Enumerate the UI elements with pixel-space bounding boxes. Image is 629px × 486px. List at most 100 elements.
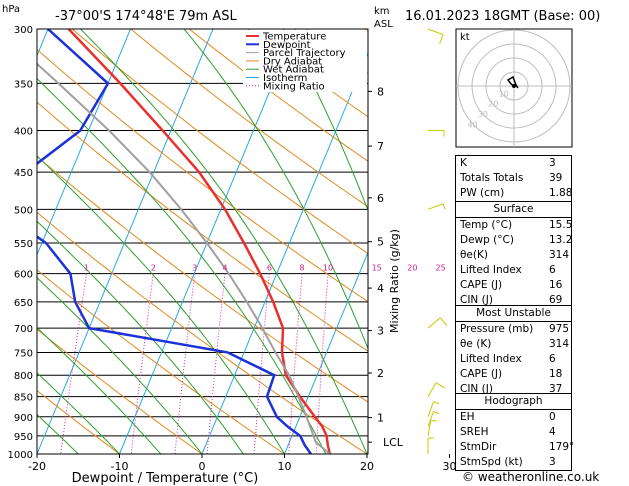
x-axis-label: Dewpoint / Temperature (°C) (72, 471, 259, 486)
wet-adiabat-line (37, 327, 162, 454)
datetime-title: 16.01.2023 18GMT (Base: 00) (405, 9, 600, 24)
mixing-ratio-label: 10 (323, 264, 333, 273)
wind-barb-staff (427, 420, 432, 436)
km-tick-label: LCL (383, 436, 404, 449)
wind-barb-flag (435, 382, 445, 389)
surface-cin-value: 69 (549, 294, 563, 306)
pressure-tick-label: 900 (14, 413, 33, 424)
surface-temp-value: 15.5 (549, 219, 573, 231)
wind-barb-staff (427, 28, 444, 35)
km-tick-label: 6 (377, 192, 384, 205)
surface-title: Surface (456, 202, 571, 218)
stmdir-label: StmDir (460, 441, 497, 453)
mixing-ratio-label: 15 (372, 264, 382, 273)
legend-background (243, 30, 367, 92)
hodograph-ring-label: 20 (488, 100, 498, 109)
wind-barb-flag (430, 419, 437, 422)
mixing-ratio-label: 6 (267, 264, 272, 273)
legend-entry: Isotherm (263, 73, 307, 84)
pw-label: PW (cm) (460, 187, 505, 199)
eh-label: EH (460, 411, 475, 423)
surface-cape-label: CAPE (J) (460, 279, 503, 291)
mu-pressure-label: Pressure (mb) (460, 323, 534, 335)
wind-barb (427, 203, 446, 210)
hpa-label: hPa (2, 4, 20, 15)
pressure-tick-label: 450 (14, 168, 33, 179)
surface-temp-label: Temp (°C) (460, 219, 513, 231)
asl-label: ASL (374, 19, 393, 30)
hodograph-table: Hodograph EH 0 SREH 4 StmDir 179° StmSpd (k… (455, 393, 575, 471)
mixing-ratio-line (174, 273, 196, 454)
stmdir-value: 179° (549, 441, 575, 453)
wet-adiabat-line (80, 29, 368, 454)
surface-thetae-label: θe(K) (460, 249, 488, 261)
wind-barb-staff (427, 203, 444, 210)
mixing-ratio-line (367, 442, 368, 454)
isotherm-line (284, 251, 368, 454)
most-unstable-title: Most Unstable (456, 306, 571, 322)
pressure-tick-label: 550 (14, 239, 33, 250)
mixing-ratio-label: 25 (436, 264, 446, 273)
surface-dewp-value: 13.2 (549, 234, 573, 246)
wet-adiabat-line (37, 155, 285, 454)
series-parcel-trajectory (37, 62, 331, 454)
stmspd-label: StmSpd (kt) (460, 456, 523, 468)
wet-adiabat-line (37, 220, 244, 454)
mu-pressure-value: 975 (549, 323, 570, 335)
km-tick-label: 1 (377, 412, 384, 425)
mixing-ratio-line (436, 274, 441, 454)
mixing-ratio-labels: 1 2 3 4 6 8 10 15 20 25 (84, 264, 446, 273)
legend-entry: Temperature (262, 32, 326, 43)
indices-table: K 3 Totals Totals 39 PW (cm) 1.88 (455, 155, 572, 202)
wet-adiabat-line (37, 372, 120, 454)
pressure-tick-label: 650 (14, 298, 33, 309)
wind-barb-staff (427, 317, 441, 329)
mixing-ratio-line (406, 274, 412, 454)
hodograph-ring-label: 10 (499, 89, 509, 98)
surface-dewp-label: Dewp (°C) (460, 234, 514, 246)
pressure-tick-label: 850 (14, 393, 33, 404)
wind-barb-flag (433, 401, 440, 405)
wind-barb (427, 382, 445, 397)
pressure-tick-label: 950 (14, 432, 33, 443)
credit-text: © weatheronline.co.uk (462, 470, 600, 484)
pressure-tick-label: 1000 (8, 450, 33, 461)
hodograph-unit: kt (460, 32, 470, 43)
pressure-tick-label: 400 (14, 127, 33, 138)
mixing-ratio-line (253, 273, 270, 454)
wind-barb (427, 317, 448, 329)
x-tick-label: 20 (360, 460, 374, 473)
dry-adiabat-line (71, 29, 368, 255)
wind-barb-flag (433, 410, 440, 414)
km-tick-label: 5 (377, 236, 384, 249)
wind-barb-flag (439, 34, 444, 45)
mixing-ratio-label: 4 (222, 264, 227, 273)
legend-entry: Dewpoint (263, 40, 311, 51)
eh-value: 0 (549, 411, 556, 423)
hodograph-ring-label: 40 (467, 120, 477, 129)
wet-adiabat-line (37, 413, 79, 454)
legend-entry: Mixing Ratio (263, 81, 325, 92)
dry-adiabat-line (37, 211, 368, 454)
surface-table: Surface Temp (°C) 15.5 Dewp (°C) 13.2 θe(K… (455, 201, 572, 309)
dry-adiabat-line (130, 29, 368, 208)
wet-adiabat-line (282, 29, 368, 212)
mixing-ratio-label: 1 (84, 264, 89, 273)
wind-barb (427, 28, 444, 45)
legend-entry: Dry Adiabat (263, 56, 322, 67)
wind-barb (427, 437, 434, 454)
wind-barb-flag (439, 317, 448, 326)
mixing-ratio-label: 8 (300, 264, 305, 273)
most-unstable-table: Most Unstable Pressure (mb) 975 θe (K) 314… (455, 305, 572, 398)
mixing-ratio-label: 3 (192, 264, 197, 273)
pressure-tick-label: 300 (14, 25, 33, 36)
dry-adiabat-line (37, 328, 203, 454)
pressure-tick-label: 350 (14, 79, 33, 90)
mixing-ratio-line (315, 273, 329, 454)
wind-barb (427, 419, 437, 436)
series-dewpoint (37, 29, 312, 454)
stmspd-value: 3 (549, 456, 556, 468)
wet-adiabat-line (37, 277, 203, 454)
